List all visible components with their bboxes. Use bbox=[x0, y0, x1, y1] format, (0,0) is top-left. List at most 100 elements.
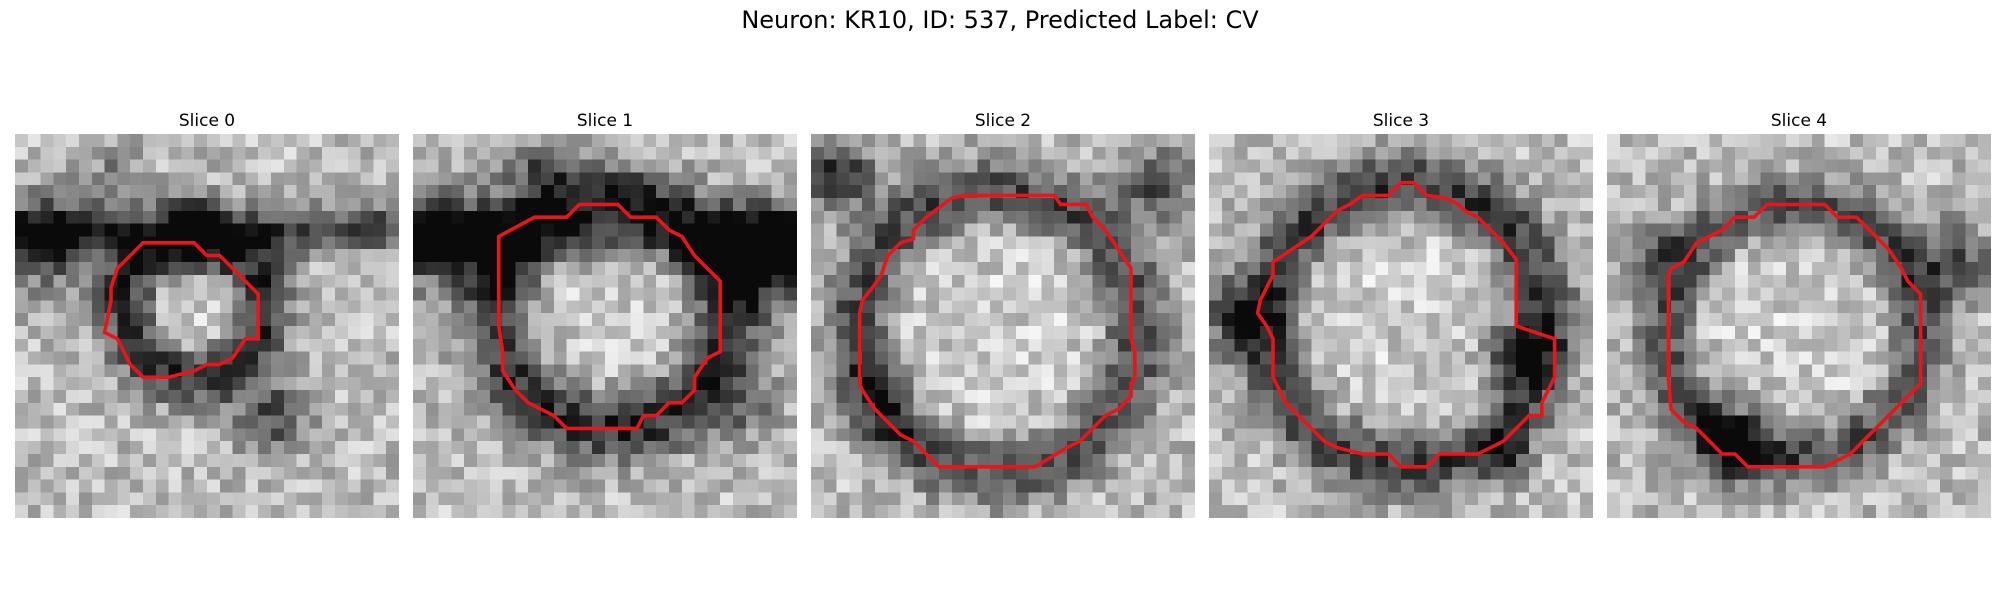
pixel bbox=[155, 441, 169, 455]
pixel bbox=[528, 505, 542, 518]
pixel bbox=[438, 466, 452, 480]
pixel bbox=[91, 262, 105, 276]
pixel bbox=[1413, 390, 1427, 404]
pixel bbox=[1452, 326, 1466, 340]
pixel bbox=[1105, 377, 1119, 391]
pixel bbox=[155, 338, 169, 352]
pixel bbox=[27, 351, 41, 365]
pixel bbox=[1105, 262, 1119, 276]
pixel bbox=[1401, 249, 1415, 263]
pixel bbox=[232, 415, 246, 429]
pixel bbox=[1298, 402, 1312, 416]
pixel bbox=[1875, 338, 1889, 352]
pixel bbox=[1978, 492, 1991, 506]
pixel bbox=[643, 492, 657, 506]
pixel bbox=[964, 172, 978, 186]
pixel bbox=[1645, 351, 1659, 365]
pixel bbox=[1079, 441, 1093, 455]
pixel bbox=[219, 223, 233, 237]
pixel bbox=[322, 428, 336, 442]
pixel bbox=[1118, 198, 1132, 212]
pixel bbox=[1978, 326, 1991, 340]
pixel bbox=[207, 236, 221, 250]
pixel bbox=[451, 185, 465, 199]
pixel bbox=[194, 262, 208, 276]
pixel bbox=[707, 326, 721, 340]
pixel bbox=[1041, 351, 1055, 365]
pixel bbox=[413, 415, 427, 429]
pixel bbox=[1901, 198, 1915, 212]
pixel bbox=[964, 198, 978, 212]
pixel bbox=[296, 172, 310, 186]
pixel bbox=[1247, 198, 1261, 212]
pixel bbox=[1143, 198, 1157, 212]
pixel bbox=[232, 492, 246, 506]
pixel bbox=[733, 262, 747, 276]
pixel bbox=[91, 210, 105, 224]
pixel bbox=[1015, 249, 1029, 263]
pixel bbox=[1696, 274, 1710, 288]
pixel bbox=[566, 351, 580, 365]
pixel bbox=[1939, 262, 1953, 276]
pixel bbox=[1273, 428, 1287, 442]
pixel bbox=[1760, 390, 1774, 404]
pixel bbox=[245, 479, 259, 493]
pixel bbox=[849, 172, 863, 186]
pixel bbox=[502, 466, 516, 480]
pixel bbox=[579, 326, 593, 340]
pixel bbox=[617, 313, 631, 327]
pixel bbox=[1439, 223, 1453, 237]
pixel bbox=[1824, 364, 1838, 378]
pixel bbox=[1131, 351, 1145, 365]
pixel bbox=[1645, 172, 1659, 186]
pixel bbox=[258, 236, 272, 250]
pixel bbox=[1658, 249, 1672, 263]
pixel bbox=[1580, 428, 1593, 442]
pixel bbox=[1247, 249, 1261, 263]
pixel bbox=[283, 492, 297, 506]
pixel bbox=[1978, 159, 1991, 173]
pixel bbox=[1092, 377, 1106, 391]
pixel bbox=[1324, 338, 1338, 352]
pixel bbox=[1490, 210, 1504, 224]
pixel bbox=[1786, 492, 1800, 506]
pixel bbox=[1914, 454, 1928, 468]
pixel bbox=[27, 428, 41, 442]
pixel bbox=[541, 262, 555, 276]
pixel bbox=[811, 313, 825, 327]
pixel bbox=[155, 326, 169, 340]
pixel bbox=[1541, 364, 1555, 378]
pixel bbox=[836, 492, 850, 506]
pixel bbox=[566, 390, 580, 404]
pixel bbox=[1773, 505, 1787, 518]
pixel bbox=[1952, 364, 1966, 378]
pixel bbox=[79, 377, 93, 391]
pixel bbox=[1388, 249, 1402, 263]
pixel bbox=[1079, 249, 1093, 263]
pixel bbox=[1927, 326, 1941, 340]
pixel bbox=[823, 454, 837, 468]
pixel bbox=[1413, 249, 1427, 263]
pixel bbox=[1015, 274, 1029, 288]
pixel bbox=[784, 338, 797, 352]
pixel bbox=[438, 402, 452, 416]
pixel bbox=[360, 351, 374, 365]
pixel bbox=[1914, 198, 1928, 212]
pixel bbox=[1837, 134, 1851, 148]
pixel bbox=[1311, 492, 1325, 506]
pixel bbox=[553, 262, 567, 276]
pixel bbox=[296, 492, 310, 506]
pixel bbox=[630, 390, 644, 404]
pixel bbox=[181, 313, 195, 327]
pixel bbox=[438, 505, 452, 518]
pixel bbox=[335, 492, 349, 506]
pixel bbox=[1285, 390, 1299, 404]
pixel bbox=[1824, 338, 1838, 352]
pixel bbox=[502, 402, 516, 416]
pixel bbox=[143, 313, 157, 327]
pixel bbox=[489, 479, 503, 493]
pixel bbox=[1824, 300, 1838, 314]
pixel bbox=[1260, 338, 1274, 352]
pixel bbox=[1709, 300, 1723, 314]
pixel bbox=[862, 223, 876, 237]
